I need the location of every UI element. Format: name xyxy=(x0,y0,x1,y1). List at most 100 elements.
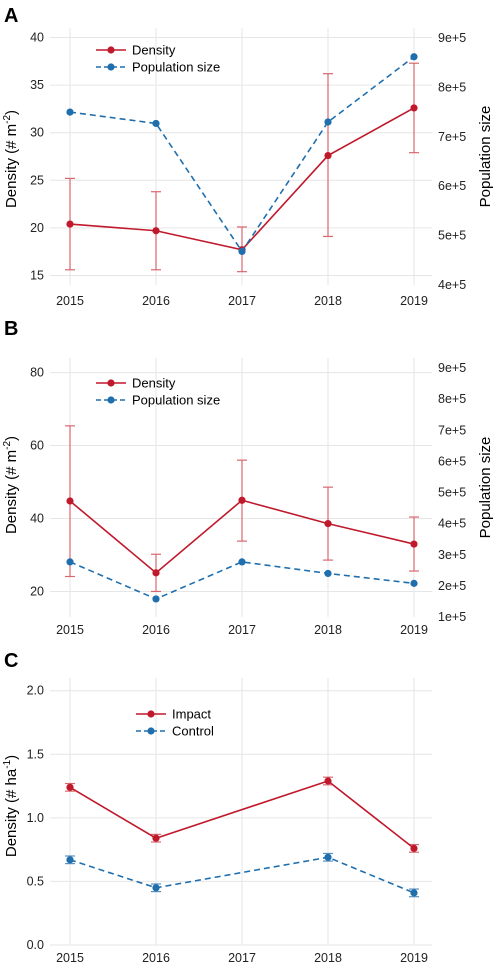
y-axis-title-end: ) xyxy=(3,755,20,760)
series-line xyxy=(69,856,415,894)
y2-axis-title: Population size xyxy=(477,106,494,208)
data-point xyxy=(324,777,332,785)
legend-marker xyxy=(147,727,155,735)
y-tick-label: 15 xyxy=(30,268,44,282)
x-tick-label: 2016 xyxy=(142,951,170,965)
y2-tick-label: 8e+5 xyxy=(438,80,466,94)
data-point xyxy=(324,853,332,861)
y-tick-label: 2.0 xyxy=(27,684,44,698)
data-point xyxy=(410,53,418,61)
y-tick-label: 0.5 xyxy=(27,874,44,888)
series-line xyxy=(69,780,415,850)
y2-tick-label: 5e+5 xyxy=(438,486,466,500)
y-tick-label: 30 xyxy=(30,126,44,140)
legend-label: Impact xyxy=(172,707,211,722)
y-tick-label: 60 xyxy=(30,439,44,453)
y-axis-title-end: ) xyxy=(3,436,20,441)
x-tick-label: 2015 xyxy=(56,294,84,308)
x-tick-label: 2017 xyxy=(228,623,256,637)
data-point xyxy=(410,889,418,897)
data-point xyxy=(410,104,418,112)
data-point xyxy=(238,496,246,504)
data-point xyxy=(152,595,160,603)
y2-tick-label: 6e+5 xyxy=(438,454,466,468)
y-tick-label: 1.0 xyxy=(27,811,44,825)
data-point xyxy=(410,844,418,852)
legend-label: Density xyxy=(132,376,176,391)
series-impact xyxy=(65,776,419,853)
legend-marker xyxy=(107,46,115,54)
data-point xyxy=(152,834,160,842)
series-control xyxy=(65,852,419,898)
legend-marker xyxy=(147,710,155,718)
x-tick-label: 2019 xyxy=(400,951,428,965)
data-point xyxy=(324,569,332,578)
data-point xyxy=(152,119,160,128)
y-axis-title-end: ) xyxy=(3,110,20,115)
data-point xyxy=(152,884,160,892)
y-tick-label: 80 xyxy=(30,366,44,380)
data-point xyxy=(324,118,332,126)
data-point xyxy=(152,227,160,235)
series-density xyxy=(65,425,419,593)
x-tick-label: 2018 xyxy=(314,294,342,308)
legend-label: Population size xyxy=(132,393,220,408)
y2-tick-label: 9e+5 xyxy=(438,31,466,45)
series-population-size xyxy=(66,558,418,603)
data-point xyxy=(238,247,246,256)
x-tick-label: 2015 xyxy=(56,623,84,637)
x-tick-label: 2019 xyxy=(400,623,428,637)
panel-letter: C xyxy=(4,650,18,672)
data-point xyxy=(410,579,418,587)
y2-tick-label: 4e+5 xyxy=(438,517,466,531)
y-tick-label: 40 xyxy=(30,31,44,45)
y-axis-title: Density (# m-2) xyxy=(2,110,20,208)
panel-letter: A xyxy=(4,5,18,27)
y2-tick-label: 4e+5 xyxy=(438,278,466,292)
legend-marker xyxy=(107,379,115,387)
y-tick-label: 20 xyxy=(30,221,44,235)
y2-tick-label: 1e+5 xyxy=(438,610,466,624)
y2-axis-title: Population size xyxy=(477,437,494,539)
y2-tick-label: 9e+5 xyxy=(438,361,466,375)
data-point xyxy=(324,151,332,160)
y-axis-title-main: Density (# m xyxy=(3,450,20,534)
x-tick-label: 2019 xyxy=(400,294,428,308)
y-tick-label: 0.0 xyxy=(27,938,44,952)
data-point xyxy=(66,108,74,116)
y-tick-label: 25 xyxy=(30,173,44,187)
data-point xyxy=(66,497,74,505)
y2-tick-label: 7e+5 xyxy=(438,423,466,437)
legend-marker xyxy=(107,63,115,71)
data-point xyxy=(324,520,332,528)
data-point xyxy=(66,558,74,566)
y-tick-label: 1.5 xyxy=(27,747,44,761)
panel-letter: B xyxy=(4,318,18,340)
y-axis-title-main: Density (# ha xyxy=(3,768,20,857)
y-tick-label: 35 xyxy=(30,78,44,92)
panel-a: A 15 20 25 30 35 40 4e+5 5e+5 6e+5 7e+5 8e+5 9e+5 201… xyxy=(2,5,494,308)
y-axis-title: Density (# ha-1) xyxy=(2,755,20,857)
y-axis-title-superscript: -2 xyxy=(2,441,13,450)
x-tick-label: 2018 xyxy=(314,951,342,965)
y2-tick-label: 3e+5 xyxy=(438,548,466,562)
x-tick-label: 2016 xyxy=(142,623,170,637)
x-tick-label: 2015 xyxy=(56,951,84,965)
y2-tick-label: 6e+5 xyxy=(438,179,466,193)
data-point xyxy=(238,558,246,566)
legend-label: Control xyxy=(172,724,214,739)
legend-marker xyxy=(107,396,115,404)
y-axis-title-superscript: -2 xyxy=(2,115,13,124)
x-tick-label: 2018 xyxy=(314,623,342,637)
panel-c: C 0.0 0.5 1.0 1.5 2.0 2015 2016 2017 2018 2019 Dens… xyxy=(2,650,432,965)
data-point xyxy=(66,856,74,864)
y2-tick-label: 5e+5 xyxy=(438,229,466,243)
panel-b: B 20 40 60 80 1e+5 2e+5 3e+5 4e+5 5e+5 6e+5 7e+5 8e+… xyxy=(2,318,494,637)
y-tick-label: 20 xyxy=(30,584,44,598)
y-tick-label: 40 xyxy=(30,512,44,526)
data-point xyxy=(152,569,160,577)
series-line xyxy=(69,561,415,600)
data-point xyxy=(66,783,74,791)
data-point xyxy=(410,540,418,548)
